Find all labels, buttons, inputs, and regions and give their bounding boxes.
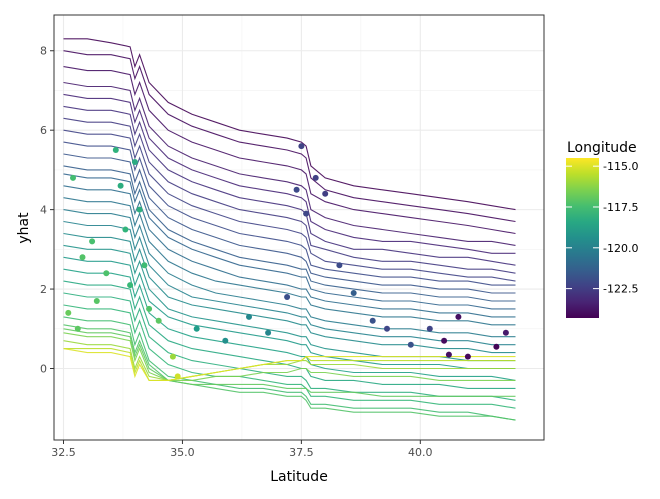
data-point (303, 210, 310, 217)
series-line (63, 268, 516, 381)
series-line (63, 220, 516, 346)
y-tick-label: 4 (40, 204, 47, 217)
colorbar-legend: Longitude -115.0 -117.5 -120.0 -122.5 (566, 140, 638, 318)
series-line (63, 209, 516, 338)
data-point (74, 325, 81, 332)
data-point (112, 147, 119, 153)
data-point (426, 325, 433, 332)
series-line (63, 340, 516, 381)
series-line (63, 185, 516, 318)
series-line (63, 292, 516, 401)
series-lines (63, 38, 516, 421)
colorbar-label: -117.5 (603, 201, 638, 214)
series-line (63, 304, 516, 409)
data-point (441, 337, 448, 344)
data-point (493, 343, 500, 350)
panel-border (53, 14, 545, 441)
data-point (146, 305, 153, 312)
data-point (131, 159, 138, 165)
series-line (63, 332, 516, 381)
y-axis-title: yhat (16, 212, 32, 244)
series-line (63, 256, 516, 370)
data-point (193, 325, 200, 332)
series-line (63, 232, 516, 354)
series-line (63, 316, 516, 421)
data-point (464, 353, 471, 360)
series-line (63, 105, 516, 266)
data-point (336, 262, 343, 269)
plot-panel (53, 14, 545, 441)
data-point (141, 262, 148, 269)
series-line (63, 153, 516, 294)
data-point (127, 282, 134, 289)
y-tick-label: 8 (40, 45, 47, 58)
data-point (222, 337, 229, 344)
x-tick-label: 37.5 (289, 446, 314, 459)
major-grid (54, 15, 544, 440)
data-point (93, 298, 100, 304)
legend-title: Longitude (567, 140, 637, 156)
series-line (63, 81, 516, 246)
series-line (63, 93, 516, 254)
data-point (79, 254, 86, 261)
data-point (350, 290, 357, 296)
data-point (155, 317, 162, 324)
x-axis-ticks: 32.5 35.0 37.5 40.0 (51, 440, 433, 459)
data-point (455, 313, 462, 320)
y-axis-ticks: 0 2 4 6 8 (40, 45, 54, 376)
series-line (63, 328, 516, 397)
series-line (63, 129, 516, 282)
series-line (63, 141, 516, 286)
data-point (298, 143, 305, 150)
data-point (169, 353, 176, 360)
data-point (122, 226, 129, 233)
data-point (65, 309, 72, 316)
data-point (70, 174, 76, 181)
series-line (63, 117, 516, 274)
data-point (369, 317, 376, 324)
data-point (312, 174, 319, 181)
y-tick-label: 2 (40, 283, 47, 296)
data-point (502, 329, 509, 336)
series-line (63, 50, 516, 223)
series-line (63, 38, 516, 211)
data-point (284, 294, 291, 300)
colorbar (566, 158, 599, 318)
data-point (89, 238, 96, 245)
minor-grid (54, 15, 544, 440)
data-points (65, 143, 509, 380)
data-point (174, 373, 181, 380)
data-point (103, 270, 110, 277)
series-line (63, 173, 516, 310)
colorbar-ticks: -115.0 -117.5 -120.0 -122.5 (566, 160, 638, 296)
data-point (445, 351, 452, 358)
data-point (117, 182, 124, 189)
series-line (63, 197, 516, 326)
data-point (407, 341, 414, 348)
data-point (136, 206, 143, 213)
series-line (63, 66, 516, 235)
x-axis-title: Latitude (270, 469, 328, 485)
series-line (63, 348, 516, 381)
series-line (63, 324, 516, 421)
colorbar-label: -122.5 (603, 283, 638, 296)
data-point (265, 329, 272, 336)
series-line (63, 165, 516, 302)
colorbar-label: -120.0 (603, 242, 638, 255)
x-tick-label: 40.0 (408, 446, 433, 459)
x-tick-label: 35.0 (170, 446, 195, 459)
data-point (246, 313, 252, 320)
y-tick-label: 0 (40, 363, 47, 376)
y-tick-label: 6 (40, 124, 47, 137)
colorbar-label: -115.0 (603, 160, 638, 173)
x-tick-label: 32.5 (51, 446, 76, 459)
data-point (384, 325, 390, 332)
data-point (293, 186, 300, 193)
data-point (322, 190, 329, 197)
